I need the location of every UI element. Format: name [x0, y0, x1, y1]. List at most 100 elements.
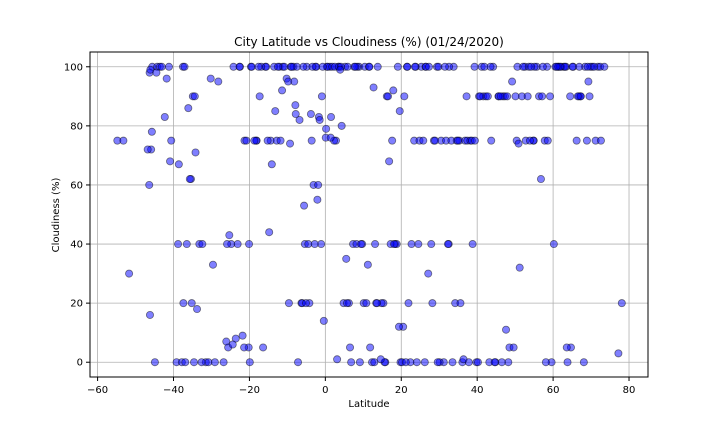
data-point — [541, 358, 550, 367]
data-point — [414, 240, 423, 249]
data-point — [143, 145, 152, 154]
data-point — [424, 269, 433, 278]
data-point — [369, 83, 378, 92]
data-point — [208, 260, 217, 269]
data-point — [584, 77, 593, 86]
data-point — [319, 316, 328, 325]
data-point — [371, 240, 380, 249]
y-tick-label: 20 — [70, 299, 83, 310]
data-point — [393, 62, 402, 71]
data-point — [193, 305, 202, 314]
data-point — [291, 101, 300, 110]
x-tick-label: 60 — [547, 385, 560, 396]
data-point — [355, 358, 364, 367]
data-point — [271, 107, 280, 116]
data-point — [470, 136, 479, 145]
data-point — [184, 104, 193, 113]
data-point — [164, 62, 173, 71]
data-point — [166, 157, 175, 166]
data-point — [383, 92, 392, 101]
data-point — [238, 331, 247, 340]
data-point — [473, 358, 482, 367]
y-axis-label: Cloudiness (%) — [51, 178, 62, 253]
data-point — [301, 299, 310, 308]
data-point — [278, 86, 287, 95]
data-point — [247, 62, 256, 71]
data-point — [245, 240, 254, 249]
x-tick-label: −40 — [163, 385, 184, 396]
x-tick-label: 40 — [471, 385, 484, 396]
data-point — [182, 240, 191, 249]
data-point — [376, 355, 385, 364]
data-point — [119, 136, 128, 145]
data-point — [370, 358, 379, 367]
data-point — [525, 136, 534, 145]
data-point — [424, 62, 433, 71]
data-point — [187, 299, 196, 308]
data-point — [440, 62, 449, 71]
data-point — [404, 299, 413, 308]
data-point — [407, 240, 416, 249]
data-point — [617, 299, 626, 308]
data-point — [566, 92, 575, 101]
data-point — [276, 136, 285, 145]
data-point — [286, 139, 295, 148]
data-point — [385, 157, 394, 166]
data-point — [308, 62, 317, 71]
data-point — [347, 358, 356, 367]
data-point — [366, 343, 375, 352]
data-point — [174, 240, 183, 249]
data-point — [390, 240, 399, 249]
y-tick-label: 0 — [77, 358, 83, 369]
data-point — [538, 62, 547, 71]
grid-lines — [90, 52, 648, 377]
data-point — [317, 92, 326, 101]
data-point — [372, 299, 381, 308]
data-point — [225, 231, 234, 240]
data-point — [582, 136, 591, 145]
data-point — [400, 92, 409, 101]
data-point — [300, 201, 309, 210]
data-point — [145, 180, 154, 189]
data-point — [327, 113, 336, 122]
data-point — [538, 92, 547, 101]
data-point — [395, 107, 404, 116]
data-point — [480, 62, 489, 71]
data-point — [265, 228, 274, 237]
data-point — [543, 136, 552, 145]
data-point — [568, 62, 577, 71]
data-point — [503, 92, 512, 101]
chart-title: City Latitude vs Cloudiness (%) (01/24/2… — [234, 35, 504, 49]
x-tick-label: 0 — [322, 385, 328, 396]
y-tick-label: 60 — [70, 180, 83, 191]
data-point — [233, 240, 242, 249]
data-point — [174, 160, 183, 169]
data-point — [157, 62, 166, 71]
data-point — [299, 62, 308, 71]
data-point — [259, 343, 268, 352]
data-point — [145, 310, 154, 319]
data-point — [596, 136, 605, 145]
data-point — [357, 240, 366, 249]
data-point — [428, 299, 437, 308]
data-point — [343, 62, 352, 71]
data-point — [453, 136, 462, 145]
data-point — [394, 322, 403, 331]
data-point — [476, 92, 485, 101]
data-point — [573, 92, 582, 101]
data-point — [462, 92, 471, 101]
data-point — [575, 62, 584, 71]
data-point — [185, 175, 194, 184]
data-point — [336, 65, 345, 74]
data-point — [468, 240, 477, 249]
plot-frame — [89, 51, 649, 378]
y-axis-ticks: 0 20 40 60 80 100 — [64, 62, 90, 369]
data-point — [245, 358, 254, 367]
y-tick-label: 100 — [64, 62, 83, 73]
data-point — [373, 62, 382, 71]
x-tick-label: 80 — [623, 385, 636, 396]
data-point — [562, 343, 571, 352]
data-point — [502, 325, 511, 334]
data-point — [427, 240, 436, 249]
